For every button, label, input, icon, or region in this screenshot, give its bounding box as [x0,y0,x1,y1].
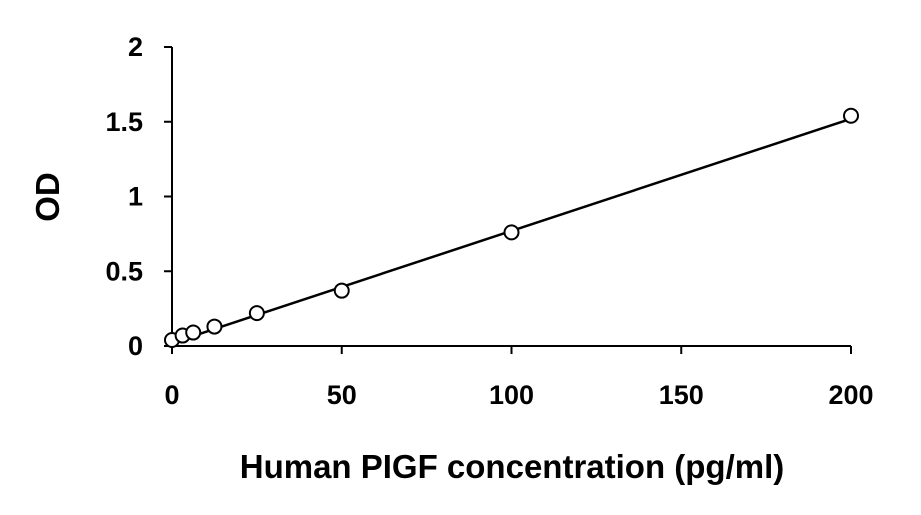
y-tick-label: 2 [128,32,143,62]
x-tick-label: 50 [327,380,357,410]
data-point [248,305,265,322]
y-tick-label: 0.5 [105,256,143,286]
data-point [185,324,202,341]
data-point [503,224,520,241]
y-tick-label: 1.5 [105,107,143,137]
data-points [164,107,859,349]
y-axis-title: OD [29,172,66,222]
x-axis-title: Human PIGF concentration (pg/ml) [240,448,785,485]
y-axis-ticks: 0 0.5 1 1.5 2 [105,32,172,361]
x-tick-label: 0 [164,380,179,410]
x-tick-label: 200 [828,380,873,410]
data-point [333,282,350,299]
data-point [206,318,223,335]
x-tick-label: 150 [659,380,704,410]
x-tick-label: 100 [489,380,534,410]
x-axis-ticks: 0 50 100 150 200 [164,346,874,410]
data-point [843,107,859,124]
y-tick-label: 1 [128,182,143,212]
y-tick-label: 0 [128,331,143,361]
axes [171,47,851,347]
